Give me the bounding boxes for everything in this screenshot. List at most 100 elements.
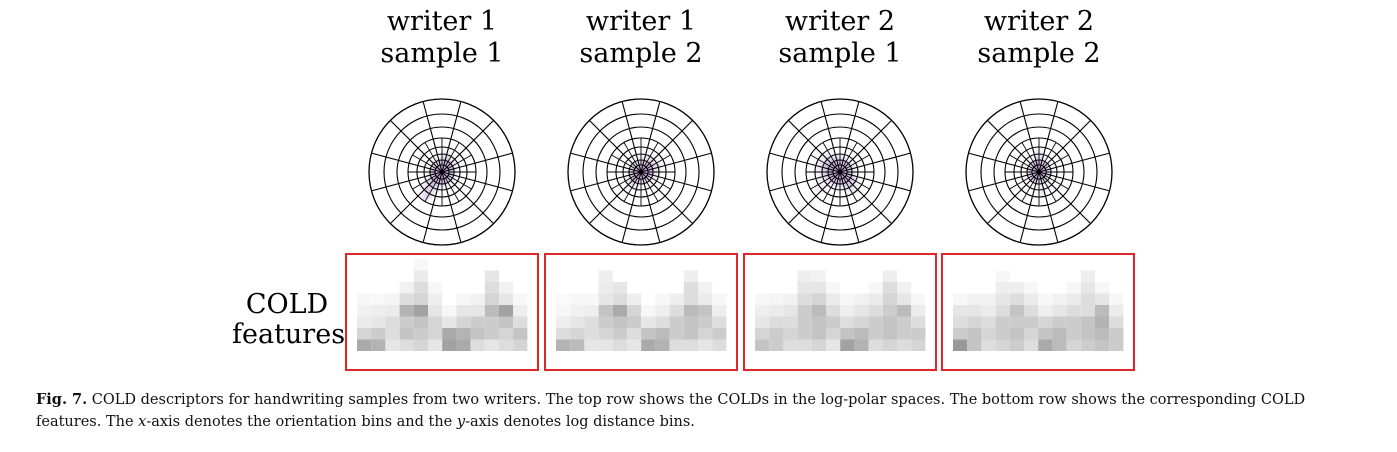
heatmap-cell — [570, 316, 585, 328]
caption-text-3: -axis denotes log distance bins. — [465, 414, 695, 430]
heatmap-cell — [584, 293, 599, 305]
heatmap-cell — [570, 339, 585, 351]
heatmap-cell — [1052, 316, 1067, 328]
heatmap-cell — [712, 328, 727, 340]
heatmap-cell — [911, 305, 926, 317]
column-title-2-line2: sample 2 — [579, 38, 703, 69]
heatmap-cell — [1009, 293, 1024, 305]
heatmap-cell — [797, 316, 812, 328]
heatmap-cell — [811, 328, 826, 340]
heatmap-cell — [584, 328, 599, 340]
heatmap-cell — [698, 293, 713, 305]
heatmap-cell — [456, 293, 471, 305]
heatmap-cell — [470, 316, 485, 328]
heatmap-cell — [641, 328, 656, 340]
density-blob — [813, 148, 843, 184]
heatmap-cell — [428, 328, 443, 340]
heatmap-cell — [755, 339, 770, 351]
heatmap-cell — [953, 293, 968, 305]
heatmap-cell — [755, 305, 770, 317]
heatmap-cell — [1066, 282, 1081, 294]
heatmap-cell — [1038, 305, 1053, 317]
heatmap-cell — [1109, 328, 1124, 340]
heatmap-cell — [1095, 316, 1110, 328]
heatmap-cell — [897, 328, 912, 340]
row-label-line1: COLD — [245, 289, 329, 320]
heatmap-cell — [456, 305, 471, 317]
heatmap-cell — [413, 328, 428, 340]
heatmap-cell — [385, 293, 400, 305]
ring-circle — [633, 164, 649, 180]
cold-feature-box-4 — [941, 253, 1135, 371]
heatmap-cell — [897, 282, 912, 294]
heatmap-cell — [499, 316, 514, 328]
heatmap-cell — [470, 293, 485, 305]
heatmap-cell — [981, 293, 996, 305]
heatmap-cell — [882, 339, 897, 351]
heatmap-cell — [882, 305, 897, 317]
heatmap-cell — [1095, 328, 1110, 340]
heatmap-cell — [797, 339, 812, 351]
heatmap-cell — [413, 293, 428, 305]
column-title-3-line2: sample 1 — [778, 38, 902, 69]
heatmap-cell — [755, 293, 770, 305]
heatmap-cell — [669, 305, 684, 317]
heatmap-cell — [897, 305, 912, 317]
heatmap-cell — [1066, 305, 1081, 317]
heatmap-cell — [797, 282, 812, 294]
heatmap-cell — [484, 270, 499, 282]
heatmap-cell — [897, 316, 912, 328]
heatmap-cell — [669, 328, 684, 340]
heatmap-cell — [428, 282, 443, 294]
heatmap-cell — [967, 293, 982, 305]
heatmap-cell — [513, 316, 528, 328]
heatmap-cell — [570, 293, 585, 305]
ring-circle — [383, 113, 501, 231]
heatmap-cell — [811, 339, 826, 351]
heatmap-cell — [995, 293, 1010, 305]
ring-circle — [1026, 159, 1052, 185]
spoke-line — [968, 152, 1040, 173]
ring-circle — [827, 159, 853, 185]
heatmap-cell — [897, 293, 912, 305]
ring-circle — [1031, 164, 1047, 180]
row-label: COLD features — [232, 289, 345, 350]
ring-circle — [965, 98, 1113, 246]
caption-x-var: x — [138, 414, 147, 430]
heatmap-cell — [627, 328, 642, 340]
heatmap-cell — [995, 316, 1010, 328]
cold-feature-box-2 — [544, 253, 738, 371]
heatmap-cell — [911, 316, 926, 328]
heatmap-cell — [598, 316, 613, 328]
heatmap-cell — [385, 328, 400, 340]
heatmap-cell — [371, 316, 386, 328]
heatmap-cell — [499, 293, 514, 305]
heatmap-cell — [669, 339, 684, 351]
heatmap-cell — [385, 339, 400, 351]
heatmap-cell — [981, 328, 996, 340]
spoke-line — [1038, 152, 1110, 173]
caption-text-2: -axis denotes the orientation bins and t… — [146, 414, 457, 430]
column-title-3: writer 2 sample 1 — [745, 6, 935, 70]
heatmap-cell — [826, 339, 841, 351]
heatmap-cell — [584, 305, 599, 317]
heatmap-cell — [840, 328, 855, 340]
ring-circle — [615, 146, 667, 198]
heatmap-cell — [698, 305, 713, 317]
ring-circle — [407, 137, 477, 207]
heatmap-cell — [712, 305, 727, 317]
heatmap-cell — [413, 339, 428, 351]
caption-y-var: y — [456, 414, 466, 430]
log-polar-plot-4 — [965, 98, 1113, 246]
heatmap-cell — [1009, 316, 1024, 328]
heatmap-cell — [1080, 339, 1095, 351]
heatmap-cell — [556, 316, 571, 328]
ring-circle — [1004, 137, 1074, 207]
heatmap-cell — [499, 339, 514, 351]
heatmap-cell — [698, 339, 713, 351]
heatmap-cell — [556, 305, 571, 317]
heatmap-cell — [981, 316, 996, 328]
heatmap-cell — [1009, 339, 1024, 351]
heatmap-cell — [1080, 328, 1095, 340]
heatmap-cell — [1024, 316, 1039, 328]
